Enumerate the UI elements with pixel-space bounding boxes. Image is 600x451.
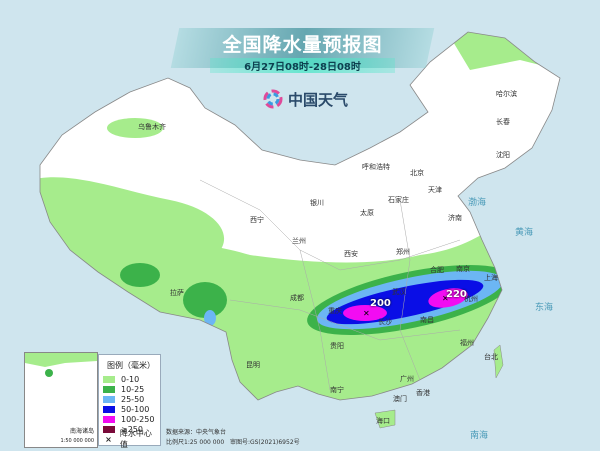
city-label: 成都	[290, 294, 304, 302]
province-borders	[199, 179, 461, 391]
city-label: 西安	[344, 250, 358, 258]
legend-label: 0-10	[121, 374, 140, 384]
sea-label: 黄海	[515, 228, 534, 238]
rain-center-marker: ✕	[442, 294, 449, 303]
taiwan	[493, 344, 504, 379]
subtitle-banner	[210, 58, 395, 73]
rain-center-value: 200	[370, 298, 391, 309]
footer: 数据来源：中央气象台 比例尺1:25 000 000 审图号:GS(2021)6…	[166, 428, 300, 448]
legend-item-center: × 降水中心值	[103, 429, 156, 449]
legend-item: 25-50	[103, 394, 156, 404]
hainan	[374, 409, 396, 429]
logo-text: 中国天气	[288, 90, 349, 109]
city-label: 贵阳	[330, 342, 344, 350]
city-label: 昆明	[246, 361, 260, 369]
city-label: 石家庄	[388, 196, 409, 204]
inset-map	[25, 353, 97, 377]
rain-center-marker: ✕	[363, 309, 370, 318]
legend-label: 10-25	[121, 384, 145, 394]
inset-scale: 1:50 000 000	[60, 438, 95, 444]
legend-label: 50-100	[121, 404, 150, 414]
city-label: 台北	[484, 353, 498, 361]
city-label: 兰州	[292, 237, 306, 245]
city-label: 合肥	[430, 266, 444, 274]
sea-label: 渤海	[468, 198, 487, 208]
city-label: 南京	[456, 265, 470, 273]
legend-item: 100-250	[103, 414, 156, 424]
legend-title: 图例（毫米）	[107, 361, 155, 370]
city-label: 南昌	[420, 316, 434, 324]
city-label: 海口	[376, 417, 390, 425]
city-label: 济南	[448, 214, 462, 222]
rain-center-value: 220	[446, 289, 467, 300]
rain-100-250-west	[343, 305, 387, 321]
legend-swatch	[103, 375, 115, 383]
city-label: 杭州	[464, 295, 478, 303]
city-label: 北京	[410, 169, 424, 177]
city-label: 广州	[400, 375, 414, 383]
sea-label: 东海	[535, 303, 554, 313]
map-subtitle: 6月27日08时-28日08时	[244, 62, 361, 73]
legend-label: 降水中心值	[119, 429, 152, 449]
city-label: 乌鲁木齐	[138, 123, 166, 131]
legend-item: ≥250	[103, 424, 156, 434]
city-label: 拉萨	[170, 289, 184, 297]
city-label: 沈阳	[496, 151, 510, 159]
city-label: 重庆	[328, 307, 342, 315]
rain-10-25-tibet	[183, 282, 227, 318]
legend-item: 10-25	[103, 384, 156, 394]
legend-item: 0-10	[103, 374, 156, 384]
city-label: 长春	[496, 118, 510, 126]
rain-100-250-east	[428, 288, 468, 308]
legend: 图例（毫米） 0-10 10-25 25-50 50-100 100-250 ≥250 ×…	[98, 354, 161, 449]
inset-label: 南海诸岛	[69, 428, 94, 435]
city-label: 南宁	[330, 386, 344, 394]
legend-item: 50-100	[103, 404, 156, 414]
city-label: 澳门	[393, 395, 407, 403]
city-label: 上海	[484, 274, 498, 282]
weather-logo-icon	[263, 89, 283, 109]
city-label: 呼和浩特	[362, 163, 390, 171]
logo: 中国天气	[262, 88, 348, 110]
cross-icon: ×	[105, 434, 112, 444]
city-label: 长沙	[378, 318, 392, 326]
city-label: 太原	[360, 209, 374, 217]
legend-swatch	[103, 405, 115, 413]
rain-0-10-west	[40, 177, 225, 270]
legend-label: 25-50	[121, 394, 145, 404]
city-label: 郑州	[396, 248, 410, 256]
data-source: 数据来源：中央气象台	[166, 429, 227, 436]
rain-25-50-tibet	[204, 310, 216, 326]
legend-label: ≥250	[121, 424, 143, 434]
legend-swatch	[103, 395, 115, 403]
south-china-sea-inset: 南海诸岛 1:50 000 000	[24, 352, 98, 448]
city-label: 福州	[460, 339, 474, 347]
legend-swatch	[103, 385, 115, 393]
city-label: 西宁	[250, 216, 264, 224]
legend-swatch	[103, 425, 115, 433]
legend-swatch	[103, 415, 115, 423]
city-label: 银川	[310, 199, 324, 207]
sea-label: 南海	[470, 431, 489, 441]
map-scale: 比例尺1:25 000 000	[166, 439, 225, 446]
map-title: 全国降水量预报图	[222, 34, 383, 56]
city-label: 武汉	[392, 288, 406, 296]
review-number: 审图号:GS(2021)6952号	[229, 439, 300, 446]
rain-10-25-west	[120, 263, 160, 287]
city-label: 哈尔滨	[496, 90, 517, 98]
city-label: 天津	[428, 186, 442, 194]
city-label: 香港	[416, 389, 430, 397]
rain-0-10-xinjiang	[107, 118, 163, 138]
legend-label: 100-250	[121, 414, 155, 424]
